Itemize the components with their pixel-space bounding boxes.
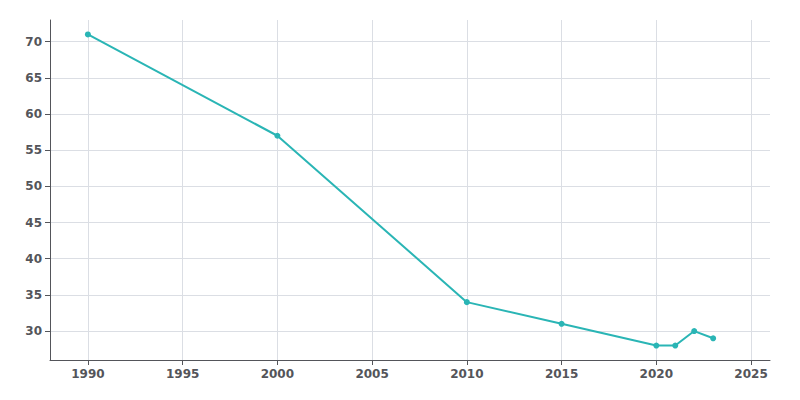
svg-text:55: 55 bbox=[25, 143, 42, 157]
svg-text:65: 65 bbox=[25, 71, 42, 85]
svg-text:2025: 2025 bbox=[734, 367, 767, 381]
svg-text:45: 45 bbox=[25, 216, 42, 230]
svg-text:30: 30 bbox=[25, 324, 42, 338]
svg-text:40: 40 bbox=[25, 252, 42, 266]
svg-text:2015: 2015 bbox=[545, 367, 578, 381]
svg-text:1990: 1990 bbox=[71, 367, 104, 381]
svg-text:2000: 2000 bbox=[261, 367, 294, 381]
svg-text:2005: 2005 bbox=[355, 367, 388, 381]
svg-text:2020: 2020 bbox=[640, 367, 673, 381]
svg-text:60: 60 bbox=[25, 107, 42, 121]
svg-text:1995: 1995 bbox=[166, 367, 199, 381]
svg-text:2010: 2010 bbox=[450, 367, 483, 381]
svg-text:35: 35 bbox=[25, 288, 42, 302]
svg-text:70: 70 bbox=[25, 35, 42, 49]
svg-text:50: 50 bbox=[25, 179, 42, 193]
